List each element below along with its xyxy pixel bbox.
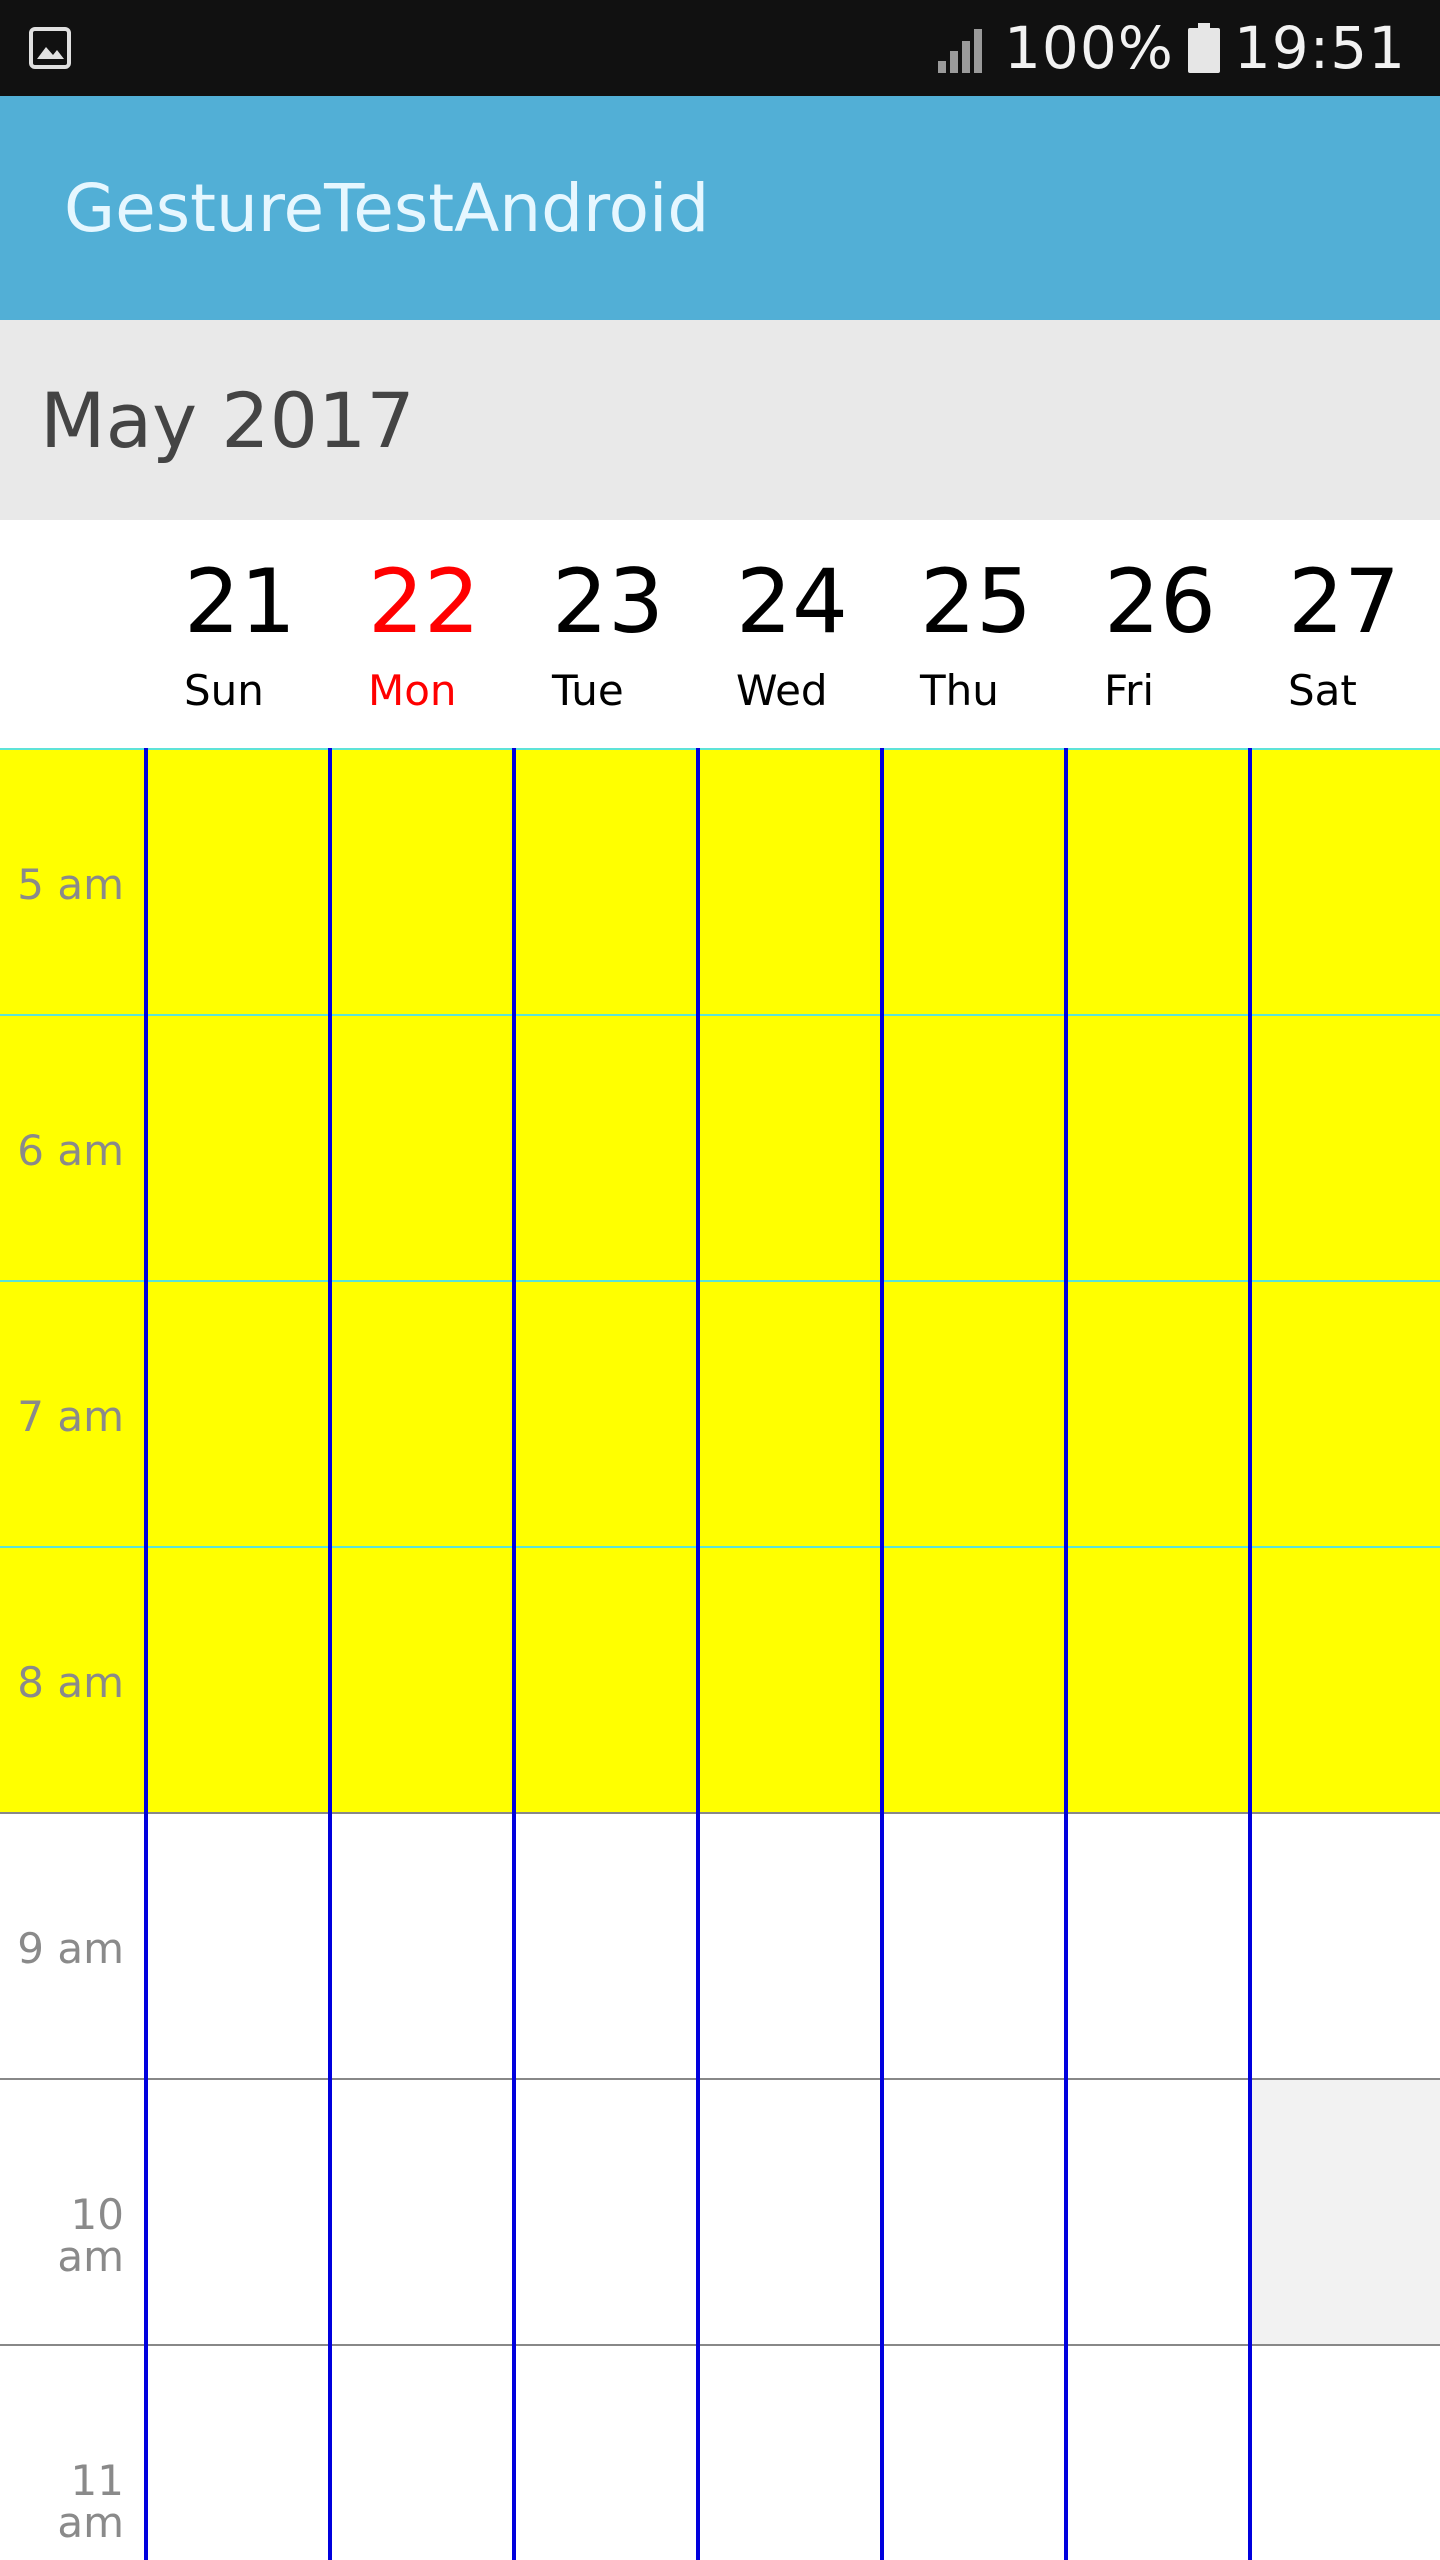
day-number: 25 <box>920 550 1032 653</box>
hour-row-9-am[interactable] <box>0 1812 1440 2078</box>
day-header-mon[interactable]: 22 Mon <box>330 520 514 748</box>
status-right-group: 100% 19:51 <box>936 0 1406 96</box>
hour-row-11-am[interactable] <box>0 2344 1440 2560</box>
battery-icon <box>1187 23 1220 73</box>
image-icon <box>29 27 71 69</box>
shaded-cell[interactable] <box>1250 2078 1440 2344</box>
day-name: Mon <box>368 666 457 715</box>
week-grid[interactable]: 5 am 6 am 7 am 8 am 9 am 10 am 11 am <box>0 748 1440 2560</box>
day-header-wed[interactable]: 24 Wed <box>698 520 882 748</box>
hour-row-7-am[interactable] <box>0 1280 1440 1546</box>
day-number: 26 <box>1104 550 1216 653</box>
day-header-thu[interactable]: 25 Thu <box>882 520 1066 748</box>
day-number: 23 <box>552 550 664 653</box>
signal-icon <box>938 29 983 73</box>
hour-label: 7 am <box>17 1392 124 1441</box>
day-name: Wed <box>736 666 828 715</box>
hour-row-8-am[interactable] <box>0 1546 1440 1812</box>
day-name: Sat <box>1288 666 1357 715</box>
day-number: 24 <box>736 550 848 653</box>
hour-label: 8 am <box>17 1658 124 1707</box>
app-bar: GestureTestAndroid <box>0 96 1440 320</box>
hour-label: 10 am <box>57 2190 124 2281</box>
day-number: 22 <box>368 550 480 653</box>
day-header-tue[interactable]: 23 Tue <box>514 520 698 748</box>
hour-label: 11 am <box>57 2456 124 2547</box>
day-header-row: 21 Sun 22 Mon 23 Tue 24 Wed 25 Thu 26 Fr… <box>0 520 1440 748</box>
clock: 19:51 <box>1233 14 1406 82</box>
day-header-fri[interactable]: 26 Fri <box>1066 520 1250 748</box>
hour-row-10-am[interactable] <box>0 2078 1440 2344</box>
app-title: GestureTestAndroid <box>64 169 710 247</box>
hour-row-6-am[interactable] <box>0 1014 1440 1280</box>
day-name: Thu <box>920 666 999 715</box>
hour-label: 9 am <box>17 1924 124 1973</box>
month-title: May 2017 <box>40 375 415 465</box>
battery-percent: 100% <box>1004 14 1174 82</box>
day-name: Fri <box>1104 666 1155 715</box>
week-grid-canvas[interactable] <box>0 748 1440 2560</box>
day-number: 21 <box>184 550 296 653</box>
hour-row-5-am[interactable] <box>0 748 1440 1014</box>
day-name: Sun <box>184 666 264 715</box>
status-bar: 100% 19:51 <box>0 0 1440 96</box>
day-number: 27 <box>1288 550 1400 653</box>
day-name: Tue <box>552 666 624 715</box>
day-header-sat[interactable]: 27 Sat <box>1250 520 1434 748</box>
hour-label: 5 am <box>17 860 124 909</box>
month-header[interactable]: May 2017 <box>0 320 1440 520</box>
hour-label: 6 am <box>17 1126 124 1175</box>
day-header-sun[interactable]: 21 Sun <box>146 520 330 748</box>
